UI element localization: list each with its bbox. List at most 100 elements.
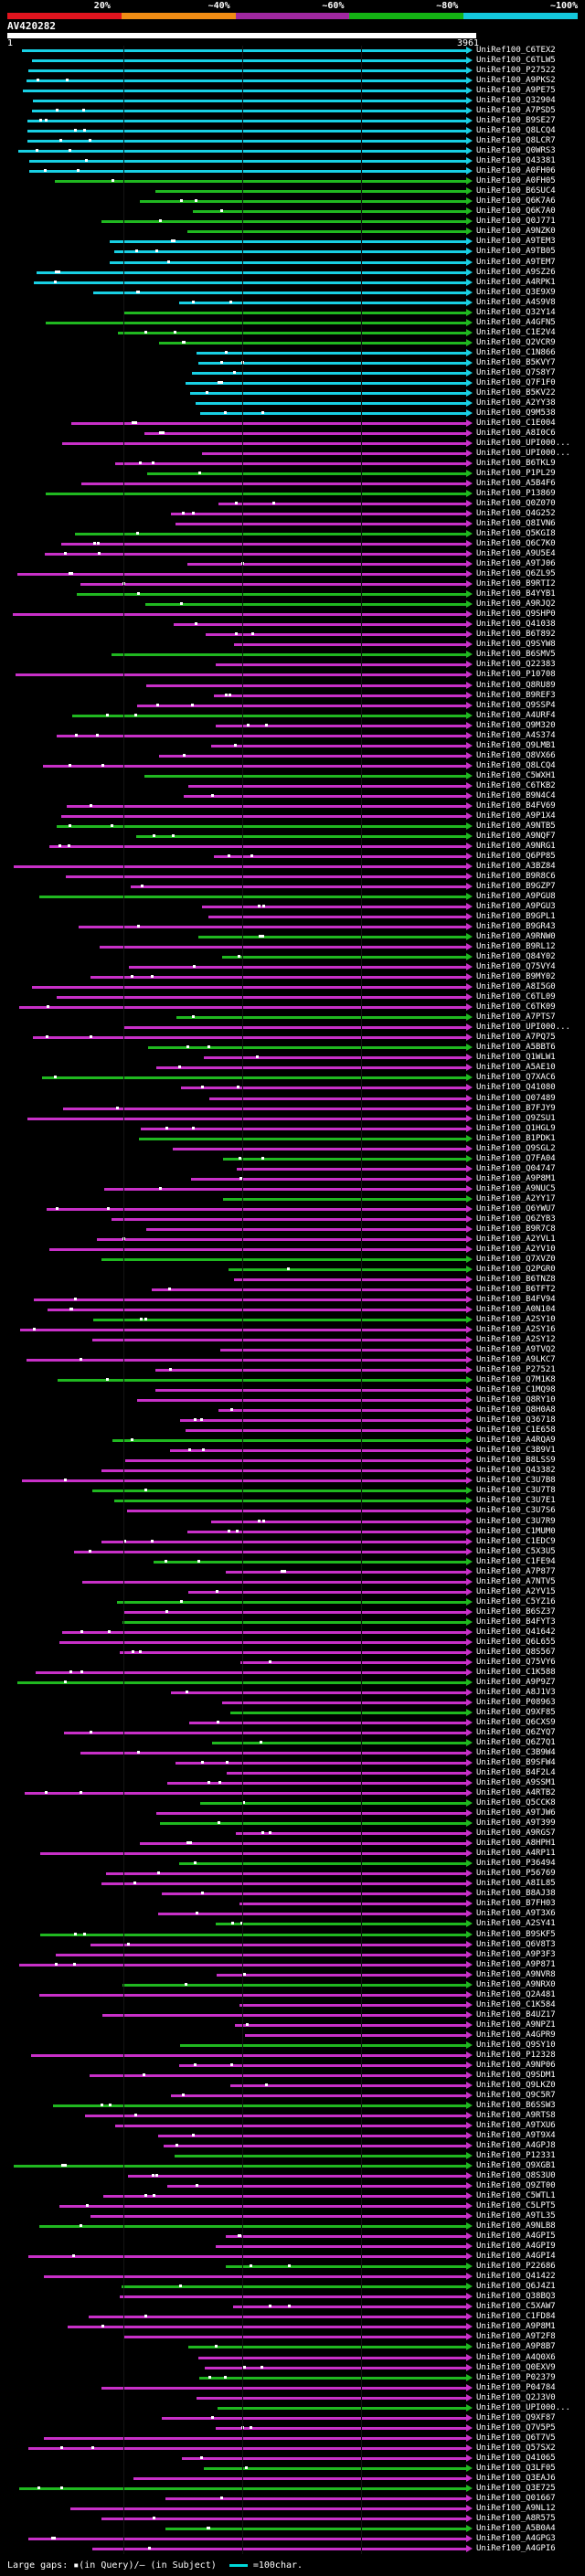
hit-row[interactable]: UniRef100_B6T892: [0, 630, 585, 640]
hit-row[interactable]: UniRef100_A9SSM1: [0, 1778, 585, 1788]
hit-label[interactable]: UniRef100_B6SMV5: [476, 650, 556, 660]
hit-label[interactable]: UniRef100_A3BZ84: [476, 861, 556, 871]
hit-row[interactable]: UniRef100_A2YVL1: [0, 1235, 585, 1245]
hit-label[interactable]: UniRef100_B1PDK1: [476, 1133, 556, 1143]
hit-label[interactable]: UniRef100_A7PQ75: [476, 1033, 556, 1043]
hit-label[interactable]: UniRef100_A2YY17: [476, 1193, 556, 1203]
hit-label[interactable]: UniRef100_B9GR43: [476, 922, 556, 932]
hit-label[interactable]: UniRef100_Q3E9X9: [476, 287, 556, 297]
hit-row[interactable]: UniRef100_A9TEM7: [0, 258, 585, 268]
hit-label[interactable]: UniRef100_Q7XVZ0: [476, 1254, 556, 1264]
hit-row[interactable]: UniRef100_A9NQF7: [0, 832, 585, 842]
hit-row[interactable]: UniRef100_B6SUC4: [0, 186, 585, 196]
hit-label[interactable]: UniRef100_C1MUM0: [476, 1526, 556, 1536]
hit-label[interactable]: UniRef100_A5B4F6: [476, 479, 556, 489]
hit-row[interactable]: UniRef100_A7NTV5: [0, 1577, 585, 1587]
hit-label[interactable]: UniRef100_C5WTL1: [476, 2191, 556, 2201]
hit-label[interactable]: UniRef100_A9PKS2: [476, 76, 556, 86]
hit-label[interactable]: UniRef100_P36494: [476, 1859, 556, 1869]
hit-row[interactable]: UniRef100_A4GPG3: [0, 2534, 585, 2544]
hit-label[interactable]: UniRef100_A8J1V3: [476, 1687, 556, 1697]
hit-label[interactable]: UniRef100_B9GPL1: [476, 912, 556, 922]
hit-label[interactable]: UniRef100_B4FV69: [476, 800, 556, 811]
hit-row[interactable]: UniRef100_B9R8C6: [0, 872, 585, 882]
hit-row[interactable]: UniRef100_Q9SHP0: [0, 610, 585, 620]
hit-row[interactable]: UniRef100_C3B9V1: [0, 1446, 585, 1456]
hit-label[interactable]: UniRef100_B6TNZ8: [476, 1274, 556, 1284]
hit-row[interactable]: UniRef100_A4GPI6: [0, 2544, 585, 2554]
hit-label[interactable]: UniRef100_C6TK09: [476, 1002, 556, 1012]
hit-row[interactable]: UniRef100_C5YZ16: [0, 1597, 585, 1607]
hit-label[interactable]: UniRef100_A4RP11: [476, 1849, 556, 1859]
hit-label[interactable]: UniRef100_A4GPI5: [476, 2231, 556, 2242]
hit-label[interactable]: UniRef100_A9T399: [476, 1818, 556, 1829]
hit-label[interactable]: UniRef100_B5KVY7: [476, 357, 556, 367]
hit-row[interactable]: UniRef100_C1MUM0: [0, 1527, 585, 1537]
hit-row[interactable]: UniRef100_A4GPJ8: [0, 2141, 585, 2151]
hit-row[interactable]: UniRef100_A9P871: [0, 1960, 585, 1970]
hit-row[interactable]: UniRef100_A9TEM3: [0, 237, 585, 247]
hit-label[interactable]: UniRef100_Q7FA04: [476, 1153, 556, 1163]
hit-row[interactable]: UniRef100_Q2PGR0: [0, 1265, 585, 1275]
hit-label[interactable]: UniRef100_Q5KGI8: [476, 529, 556, 539]
hit-label[interactable]: UniRef100_C5X3U5: [476, 1546, 556, 1556]
hit-row[interactable]: UniRef100_B4FV94: [0, 1295, 585, 1305]
hit-row[interactable]: UniRef100_B1PDK1: [0, 1134, 585, 1144]
hit-label[interactable]: UniRef100_P27521: [476, 1365, 556, 1375]
hit-row[interactable]: UniRef100_Q8LCR7: [0, 136, 585, 146]
hit-label[interactable]: UniRef100_A9PGU8: [476, 892, 556, 902]
hit-label[interactable]: UniRef100_Q41080: [476, 1083, 556, 1093]
hit-label[interactable]: UniRef100_Q6C7K0: [476, 539, 556, 549]
hit-row[interactable]: UniRef100_B4F2L4: [0, 1768, 585, 1778]
hit-label[interactable]: UniRef100_A9P8M1: [476, 2322, 556, 2332]
hit-label[interactable]: UniRef100_B9MY02: [476, 972, 556, 982]
hit-label[interactable]: UniRef100_Q9C5R7: [476, 2090, 556, 2100]
hit-label[interactable]: UniRef100_C1E004: [476, 418, 556, 428]
hit-row[interactable]: UniRef100_A9RGS7: [0, 1829, 585, 1839]
hit-row[interactable]: UniRef100_A5B4F6: [0, 479, 585, 489]
hit-label[interactable]: UniRef100_A9TJ06: [476, 559, 556, 569]
hit-label[interactable]: UniRef100_Q7M1K8: [476, 1375, 556, 1385]
hit-label[interactable]: UniRef100_UPI000...: [476, 438, 570, 448]
hit-row[interactable]: UniRef100_C6TLW5: [0, 56, 585, 66]
hit-row[interactable]: UniRef100_A4GPI5: [0, 2231, 585, 2242]
hit-label[interactable]: UniRef100_Q1WLW1: [476, 1053, 556, 1063]
hit-label[interactable]: UniRef100_Q9SSP4: [476, 700, 556, 710]
hit-label[interactable]: UniRef100_B9N4C4: [476, 790, 556, 800]
hit-row[interactable]: UniRef100_A9NUC5: [0, 1184, 585, 1194]
hit-row[interactable]: UniRef100_A9P1X4: [0, 811, 585, 822]
hit-label[interactable]: UniRef100_Q9ZT00: [476, 2181, 556, 2191]
hit-label[interactable]: UniRef100_Q41422: [476, 2272, 556, 2282]
hit-row[interactable]: UniRef100_UPI000...: [0, 439, 585, 449]
hit-row[interactable]: UniRef100_A9NLB8: [0, 2221, 585, 2231]
hit-label[interactable]: UniRef100_A2YV15: [476, 1586, 556, 1596]
hit-label[interactable]: UniRef100_C5YZ16: [476, 1596, 556, 1606]
hit-row[interactable]: UniRef100_C3B9W4: [0, 1748, 585, 1758]
hit-label[interactable]: UniRef100_B9SKF5: [476, 1929, 556, 1939]
hit-row[interactable]: UniRef100_P08963: [0, 1698, 585, 1708]
hit-row[interactable]: UniRef100_B9MY02: [0, 972, 585, 982]
hit-row[interactable]: UniRef100_A9NTB5: [0, 822, 585, 832]
hit-label[interactable]: UniRef100_Q9SHP0: [476, 610, 556, 620]
hit-label[interactable]: UniRef100_B8AJ38: [476, 1889, 556, 1899]
hit-label[interactable]: UniRef100_UPI000...: [476, 1023, 570, 1033]
hit-row[interactable]: UniRef100_A5B0A4: [0, 2524, 585, 2534]
hit-row[interactable]: UniRef100_A9NPZ1: [0, 2020, 585, 2030]
hit-row[interactable]: UniRef100_Q8LCQ4: [0, 761, 585, 771]
hit-label[interactable]: UniRef100_B4FV94: [476, 1294, 556, 1304]
hit-row[interactable]: UniRef100_Q9XF85: [0, 1708, 585, 1718]
hit-row[interactable]: UniRef100_Q7F1F0: [0, 378, 585, 388]
hit-label[interactable]: UniRef100_Q04747: [476, 1163, 556, 1173]
hit-row[interactable]: UniRef100_Q32904: [0, 96, 585, 106]
hit-label[interactable]: UniRef100_Q9XF85: [476, 1707, 556, 1717]
hit-label[interactable]: UniRef100_A5B0A4: [476, 2523, 556, 2533]
hit-label[interactable]: UniRef100_Q8RY10: [476, 1395, 556, 1405]
hit-row[interactable]: UniRef100_A9NP06: [0, 2061, 585, 2071]
hit-row[interactable]: UniRef100_UPI000...: [0, 2403, 585, 2413]
hit-row[interactable]: UniRef100_B4FYT3: [0, 1617, 585, 1627]
hit-label[interactable]: UniRef100_A9T9X4: [476, 2130, 556, 2140]
hit-row[interactable]: UniRef100_Q32Y14: [0, 308, 585, 318]
hit-row[interactable]: UniRef100_A9NL12: [0, 2504, 585, 2514]
hit-label[interactable]: UniRef100_A4GPR9: [476, 2030, 556, 2040]
hit-row[interactable]: UniRef100_B9GPL1: [0, 912, 585, 922]
